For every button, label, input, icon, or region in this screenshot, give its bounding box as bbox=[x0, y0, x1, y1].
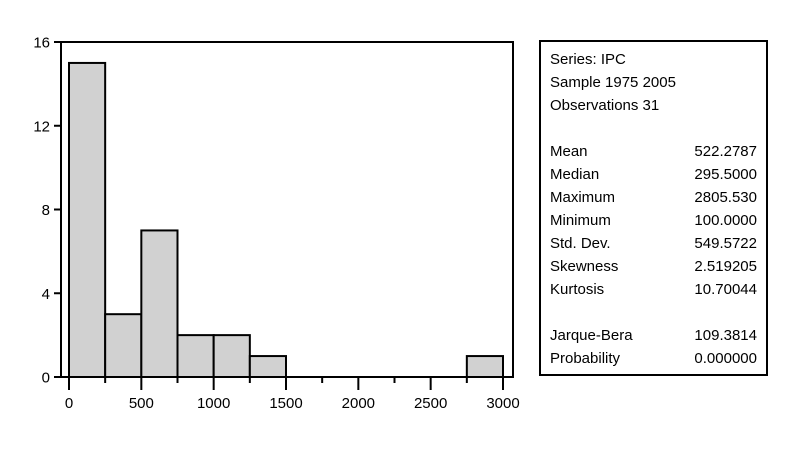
stat-label: Maximum bbox=[550, 189, 616, 206]
stat-value: 549.5722 bbox=[694, 235, 757, 252]
x-axis-tick-label: 3000 bbox=[486, 395, 519, 412]
stat-row-kurtosis: Kurtosis 10.70044 bbox=[550, 278, 757, 301]
spacer bbox=[550, 117, 757, 140]
y-axis-tick-label: 8 bbox=[42, 202, 50, 219]
y-axis-tick-label: 12 bbox=[33, 118, 50, 135]
stat-label: Mean bbox=[550, 143, 588, 160]
stat-value: 109.3814 bbox=[694, 327, 757, 344]
stat-row-maximum: Maximum 2805.530 bbox=[550, 186, 757, 209]
stats-panel: Series: IPC Sample 1975 2005 Observation… bbox=[539, 40, 768, 376]
histogram-bar bbox=[212, 334, 251, 378]
stat-value: 2.519205 bbox=[694, 258, 757, 275]
x-axis-tick-label: 2000 bbox=[342, 395, 375, 412]
stat-row-std-dev: Std. Dev. 549.5722 bbox=[550, 232, 757, 255]
x-axis-tick-label: 2500 bbox=[414, 395, 447, 412]
stat-value: 2805.530 bbox=[694, 189, 757, 206]
stat-value: 100.0000 bbox=[694, 212, 757, 229]
stat-row-jarque-bera: Jarque-Bera 109.3814 bbox=[550, 324, 757, 347]
x-axis-tick-label: 0 bbox=[65, 395, 73, 412]
stat-label: Jarque-Bera bbox=[550, 327, 633, 344]
observations-line: Observations 31 bbox=[550, 97, 660, 114]
stat-label: Skewness bbox=[550, 258, 619, 275]
histogram-bar bbox=[68, 61, 107, 378]
stat-row-skewness: Skewness 2.519205 bbox=[550, 255, 757, 278]
y-axis-tick-label: 16 bbox=[33, 35, 50, 52]
y-axis-tick-label: 0 bbox=[42, 370, 50, 387]
y-axis-tick-label: 4 bbox=[42, 286, 50, 303]
histogram-bar bbox=[248, 355, 287, 378]
spacer bbox=[550, 301, 757, 324]
histogram-chart: 0 4 8 12 16 0 500 1000 1500 2000 2500 3000 bbox=[33, 35, 519, 413]
stat-value: 0.000000 bbox=[694, 350, 757, 367]
histogram-bar bbox=[104, 313, 143, 378]
histogram-bar bbox=[176, 334, 215, 378]
x-axis-tick-label: 500 bbox=[129, 395, 154, 412]
x-axis-tick-label: 1500 bbox=[269, 395, 302, 412]
stat-value: 10.70044 bbox=[694, 281, 757, 298]
histogram-bar bbox=[140, 229, 179, 378]
stat-label: Probability bbox=[550, 350, 621, 367]
stat-row-minimum: Minimum 100.0000 bbox=[550, 209, 757, 232]
stat-label: Std. Dev. bbox=[550, 235, 611, 252]
stat-row-median: Median 295.5000 bbox=[550, 163, 757, 186]
stats-rows: Mean 522.2787 Median 295.5000 Maximum 2805.53… bbox=[550, 140, 757, 301]
stat-label: Median bbox=[550, 166, 600, 183]
stat-row-mean: Mean 522.2787 bbox=[550, 140, 757, 163]
stat-value: 295.5000 bbox=[694, 166, 757, 183]
stat-label: Kurtosis bbox=[550, 281, 605, 298]
test-rows: Jarque-Bera 109.3814 Probability 0.000000 bbox=[550, 324, 757, 370]
stat-value: 522.2787 bbox=[694, 143, 757, 160]
series-line: Series: IPC bbox=[550, 51, 626, 68]
x-axis-tick-label: 1000 bbox=[197, 395, 230, 412]
histogram-bar bbox=[465, 355, 505, 378]
stat-label: Minimum bbox=[550, 212, 611, 229]
stat-row-probability: Probability 0.000000 bbox=[550, 347, 757, 370]
sample-line: Sample 1975 2005 bbox=[550, 74, 676, 91]
